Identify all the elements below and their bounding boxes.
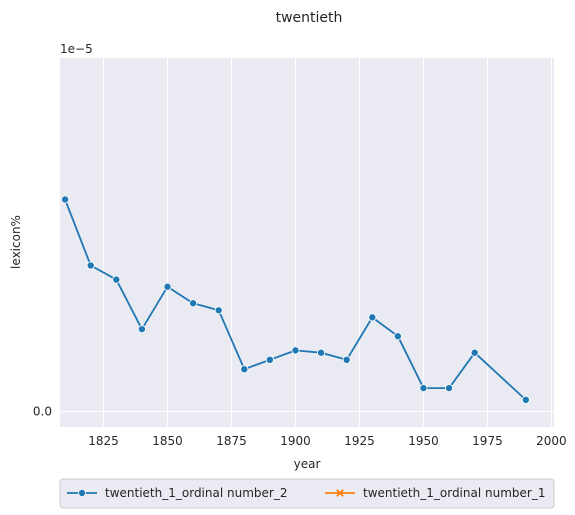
x-tick-label: 2000 [536, 434, 567, 448]
y-axis-label: lexicon% [9, 215, 23, 269]
x-tick-label: 1975 [472, 434, 503, 448]
x-tick-label: 1950 [408, 434, 439, 448]
legend-label-series-1: twentieth_1_ordinal number_2 [105, 486, 287, 500]
plot-area [60, 58, 554, 427]
legend-label-series-2: twentieth_1_ordinal number_1 [363, 486, 545, 500]
series-1-line [64, 199, 527, 401]
series-1-point [368, 313, 377, 322]
series-1-point [137, 325, 146, 334]
grid [60, 58, 554, 427]
series-1-point [86, 261, 95, 270]
series-1-point [214, 306, 223, 315]
series-1-point [342, 355, 351, 364]
legend-marker-series-1 [78, 488, 87, 497]
series-1-point [189, 299, 198, 308]
series-1-point [521, 395, 530, 404]
series-1-point [470, 348, 479, 357]
y-tick-label: 0.0 [33, 405, 52, 419]
series-1-point [112, 275, 121, 284]
x-tick-label: 1925 [344, 434, 375, 448]
series-1-point [240, 365, 249, 374]
legend: twentieth_1_ordinal number_2 twentieth_1… [59, 478, 555, 509]
chart-title: twentieth [276, 10, 343, 26]
x-tick-label: 1850 [152, 434, 183, 448]
series-1-point [317, 348, 326, 357]
legend-frame [59, 478, 555, 509]
series-1-point [265, 355, 274, 364]
legend-x-marker [336, 489, 344, 497]
x-tick-label: 1825 [88, 434, 119, 448]
series-1-point [61, 195, 70, 204]
x-axis-ticks: 1825 1850 1875 1900 1925 1950 1975 2000 [88, 434, 566, 448]
series-1-point [445, 384, 454, 393]
series-1-point [393, 332, 402, 341]
series-layer [61, 195, 530, 404]
x-axis-label: year [294, 457, 321, 471]
series-1-point [291, 346, 300, 355]
y-offset-label: 1e−5 [60, 42, 93, 56]
legend-marker-series-2 [336, 489, 344, 497]
series-1-point [419, 384, 428, 393]
x-tick-label: 1875 [216, 434, 247, 448]
x-tick-label: 1900 [280, 434, 311, 448]
series-1-point [163, 282, 172, 291]
y-axis-ticks: 0.00.20.40.60.81.01.21.4 [33, 405, 52, 419]
